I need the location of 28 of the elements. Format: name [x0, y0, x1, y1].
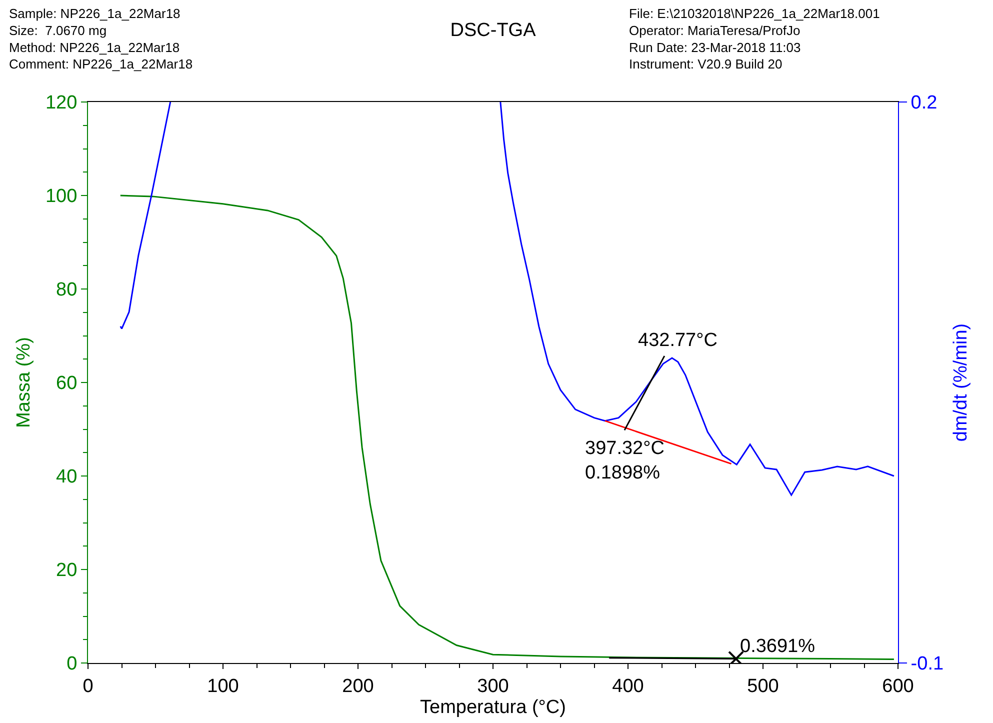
annotation: 432.77°C	[638, 330, 718, 351]
y-tick-label: 100	[45, 186, 78, 208]
y-tick-label: 40	[56, 466, 78, 488]
x-tick-label: 200	[342, 676, 374, 697]
x-tick-label: 500	[747, 676, 779, 697]
y-tick-label: 20	[56, 560, 78, 582]
line-series	[120, 194, 895, 660]
x-tick-label: 600	[882, 676, 914, 697]
y-tick-label: 80	[56, 280, 78, 301]
line-series	[500, 102, 895, 496]
y2-tick-label: 0.2	[910, 92, 938, 114]
y2-axis-title: dm/dt (%/min)	[950, 323, 972, 442]
y-tick-label: 0	[66, 654, 78, 675]
y2-tick-label: -0.1	[910, 654, 944, 675]
x-tick-label: 300	[477, 676, 509, 697]
annotation: 0.3691%	[740, 636, 816, 657]
x-tick-label: 100	[207, 676, 239, 697]
x-tick-label: 400	[612, 676, 644, 697]
text: Sample: NP226_1a_22Mar18 Size: 7.0670 mg Method: NP226_1a_22Mar18 Comment: NP226_1a_22Mar18	[9, 6, 193, 72]
y-axis-title: Massa (%)	[13, 337, 34, 428]
annotation: 397.32°C 0.1898%	[585, 438, 664, 484]
y-tick-label: 60	[56, 373, 78, 394]
text: File: E:\21032018\NP226_1a_22Mar18.001 Operator: MariaTeresa/ProfJo Run Date: 23-Mar-2018 11:03 Instrument: V20.9 Build 20	[629, 6, 880, 72]
x-tick-label: 0	[82, 676, 94, 697]
x-axis-title: Temperatura (°C)	[420, 696, 566, 718]
y-tick-label: 120	[45, 92, 78, 114]
chart-title: DSC-TGA	[450, 20, 536, 42]
line-series	[120, 102, 172, 330]
